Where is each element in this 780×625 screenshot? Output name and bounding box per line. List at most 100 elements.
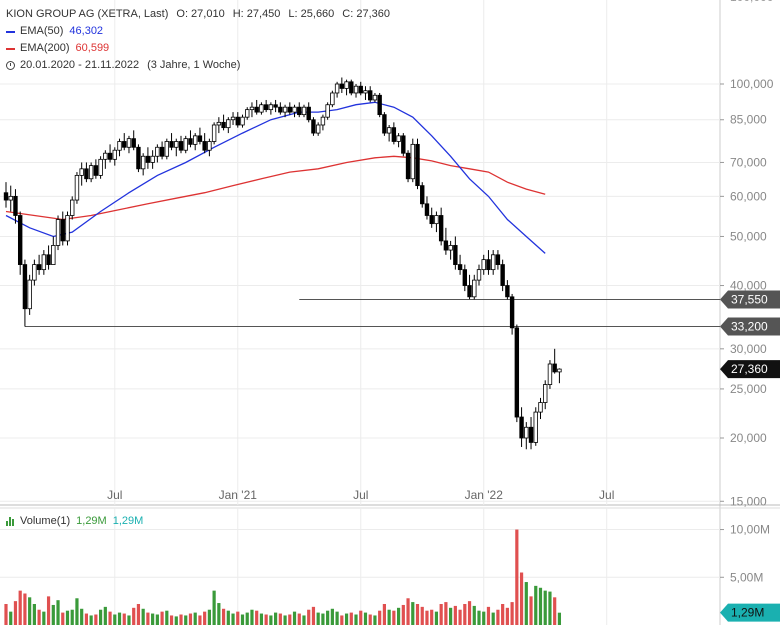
candle — [410, 143, 415, 180]
volume-bar — [274, 612, 278, 625]
candle — [349, 81, 354, 94]
instrument-title: KION GROUP AG (XETRA, Last) — [6, 8, 169, 20]
volume-bar — [245, 612, 249, 625]
volume-bar — [278, 613, 282, 625]
ema50-value: 46,302 — [69, 25, 104, 37]
volume-bar — [37, 609, 41, 625]
candle — [221, 121, 226, 129]
candle — [358, 85, 363, 94]
candle — [36, 264, 42, 271]
price-tick-label: 25,000 — [730, 382, 767, 396]
volume-bar — [94, 614, 98, 625]
price-tick-label-top: 100,000 — [730, 0, 774, 4]
volume-bar — [18, 590, 22, 625]
volume-bar — [28, 597, 32, 625]
candle — [311, 119, 316, 134]
candle — [74, 174, 80, 201]
candle — [98, 158, 103, 176]
candle — [112, 149, 117, 160]
candle — [145, 155, 151, 163]
price-tick-label: 50,000 — [730, 229, 767, 243]
close-value: C: 27,360 — [342, 8, 390, 20]
price-tag — [720, 360, 780, 379]
candle — [240, 116, 245, 126]
volume-bar — [165, 610, 169, 625]
chart-legend: KION GROUP AG (XETRA, Last) O: 27,010 H:… — [6, 6, 390, 74]
candle — [334, 83, 340, 94]
open-value: O: 27,010 — [176, 8, 225, 20]
candle — [273, 104, 278, 108]
price-tick-label: 40,000 — [730, 279, 767, 293]
candle — [268, 104, 274, 111]
candle — [41, 254, 47, 271]
time-tick-label: Jul — [107, 488, 122, 502]
volume-bar — [250, 609, 254, 625]
volume-bar — [335, 611, 339, 625]
volume-bar — [108, 611, 112, 625]
candle — [519, 416, 524, 439]
candle — [122, 141, 127, 148]
volume-bar — [515, 529, 519, 625]
candle — [448, 245, 453, 251]
candle — [514, 327, 520, 418]
time-tick-label: Jul — [353, 488, 368, 502]
volume-bar — [534, 585, 538, 625]
volume-bar — [23, 593, 27, 625]
candle — [443, 240, 449, 251]
legend-title-row: KION GROUP AG (XETRA, Last) O: 27,010 H:… — [6, 6, 390, 23]
candle — [60, 219, 65, 242]
volume-bar — [217, 603, 221, 625]
candle — [339, 83, 345, 89]
volume-bar — [46, 596, 51, 625]
candle — [263, 104, 269, 111]
volume-bar — [344, 613, 349, 625]
volume-bar — [283, 615, 287, 625]
volume-bar — [529, 596, 533, 625]
volume-bar — [458, 609, 462, 625]
price-tick-label: 30,000 — [730, 342, 767, 356]
volume-bar — [472, 605, 476, 625]
volume-bar — [51, 604, 55, 625]
volume-bar — [297, 613, 301, 625]
candle — [315, 124, 321, 134]
candle — [197, 135, 203, 142]
candle — [70, 199, 75, 216]
ema50-line — [5, 101, 546, 254]
volume-bar — [174, 616, 178, 625]
volume-bar — [543, 590, 547, 625]
candle — [174, 141, 179, 148]
legend-ema50-row: EMA(50) 46,302 — [6, 23, 390, 40]
candle — [472, 279, 477, 298]
volume-bar — [80, 608, 84, 625]
volume-bar — [519, 572, 524, 625]
candle — [17, 215, 23, 265]
candle — [169, 141, 174, 148]
price-tick-label: 60,000 — [730, 189, 767, 203]
candle — [301, 106, 307, 116]
candle — [3, 192, 9, 201]
volume-bar — [141, 608, 145, 625]
volume-bar — [425, 610, 429, 625]
candle — [230, 116, 236, 121]
candle — [524, 426, 529, 439]
price-tags: 37,550 33,200 27,360 — [720, 290, 780, 379]
candle — [164, 141, 170, 157]
ema50-series — [5, 101, 546, 254]
volume-bar — [99, 609, 103, 625]
volume-bar — [226, 610, 230, 625]
volume-bar — [477, 610, 481, 625]
volume-bar — [553, 597, 557, 625]
candle — [368, 90, 373, 101]
candle — [325, 104, 330, 118]
period-range: 20.01.2020 - 21.11.2022 — [20, 59, 140, 71]
volume-bar — [151, 613, 155, 625]
support-lines — [24, 298, 720, 328]
candle — [287, 106, 292, 113]
candle — [401, 135, 406, 154]
volume-bar — [13, 601, 18, 625]
candle — [8, 195, 13, 201]
volume-bar — [326, 610, 330, 625]
price-tick-label: 85,000 — [730, 113, 767, 127]
